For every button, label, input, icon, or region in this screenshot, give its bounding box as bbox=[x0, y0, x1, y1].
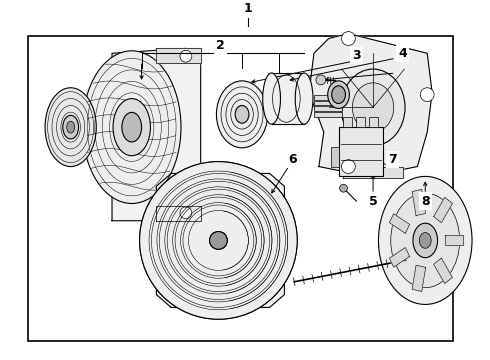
Polygon shape bbox=[434, 197, 452, 223]
Ellipse shape bbox=[342, 159, 355, 174]
Ellipse shape bbox=[122, 112, 142, 142]
Polygon shape bbox=[390, 248, 410, 267]
Ellipse shape bbox=[180, 50, 192, 62]
Ellipse shape bbox=[82, 51, 181, 203]
Ellipse shape bbox=[113, 99, 150, 156]
Ellipse shape bbox=[67, 121, 74, 133]
Polygon shape bbox=[156, 174, 284, 307]
Ellipse shape bbox=[316, 75, 326, 85]
Ellipse shape bbox=[263, 73, 280, 124]
Ellipse shape bbox=[295, 73, 313, 124]
Ellipse shape bbox=[341, 69, 405, 146]
Ellipse shape bbox=[217, 81, 268, 148]
Ellipse shape bbox=[63, 115, 78, 139]
Bar bbox=[339, 127, 383, 176]
Text: 5: 5 bbox=[368, 194, 377, 207]
Ellipse shape bbox=[210, 231, 227, 249]
Ellipse shape bbox=[391, 193, 460, 288]
Bar bbox=[343, 117, 352, 127]
Bar bbox=[331, 147, 339, 167]
Text: 3: 3 bbox=[352, 49, 361, 62]
Ellipse shape bbox=[140, 162, 297, 319]
Polygon shape bbox=[390, 214, 410, 233]
Ellipse shape bbox=[340, 184, 347, 192]
Bar bbox=[356, 117, 365, 127]
Ellipse shape bbox=[235, 105, 249, 123]
Text: 1: 1 bbox=[244, 3, 252, 15]
Text: 2: 2 bbox=[216, 39, 225, 52]
Ellipse shape bbox=[420, 88, 434, 102]
Ellipse shape bbox=[419, 233, 431, 248]
Polygon shape bbox=[412, 265, 426, 292]
Text: 6: 6 bbox=[288, 153, 296, 166]
Bar bbox=[369, 117, 378, 127]
Bar bbox=[314, 100, 342, 105]
Polygon shape bbox=[112, 48, 201, 221]
Polygon shape bbox=[343, 167, 403, 178]
Text: 4: 4 bbox=[398, 47, 407, 60]
Ellipse shape bbox=[413, 223, 438, 258]
Polygon shape bbox=[445, 235, 463, 246]
Ellipse shape bbox=[328, 81, 349, 108]
Polygon shape bbox=[309, 33, 432, 176]
Ellipse shape bbox=[180, 207, 192, 219]
Polygon shape bbox=[412, 189, 426, 216]
Text: 7: 7 bbox=[389, 153, 397, 166]
Polygon shape bbox=[271, 73, 304, 124]
Polygon shape bbox=[156, 206, 201, 221]
Ellipse shape bbox=[378, 176, 472, 305]
Bar bbox=[28, 36, 453, 341]
Bar bbox=[314, 95, 342, 100]
Ellipse shape bbox=[332, 86, 345, 104]
Text: 8: 8 bbox=[421, 194, 430, 207]
Ellipse shape bbox=[210, 231, 227, 249]
Ellipse shape bbox=[352, 83, 394, 132]
Ellipse shape bbox=[140, 162, 297, 319]
Ellipse shape bbox=[45, 88, 96, 167]
Polygon shape bbox=[156, 48, 201, 63]
Bar bbox=[314, 107, 342, 111]
Polygon shape bbox=[434, 258, 452, 284]
Bar bbox=[314, 112, 342, 117]
Ellipse shape bbox=[342, 32, 355, 45]
